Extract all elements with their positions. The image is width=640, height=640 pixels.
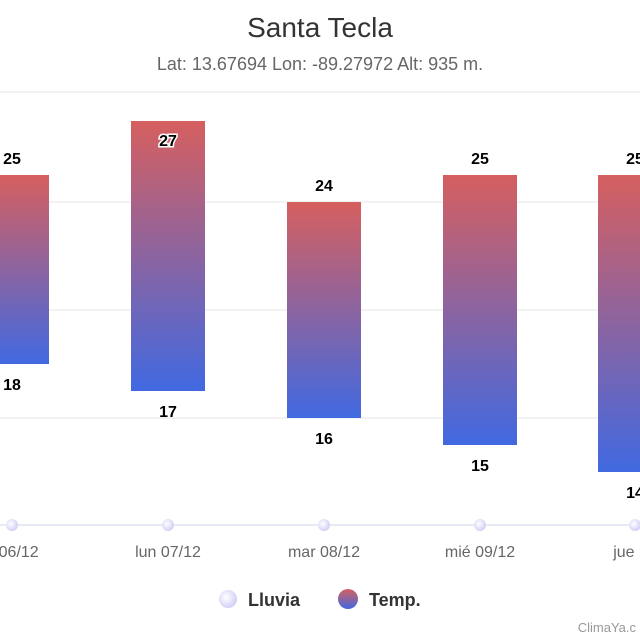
rain-points bbox=[6, 519, 640, 531]
chart-title: Santa Tecla bbox=[247, 12, 393, 43]
temp-max-label: 24 bbox=[315, 178, 333, 195]
temp-min-label: 18 bbox=[3, 377, 21, 394]
legend-temp-marker bbox=[338, 589, 358, 609]
x-axis-ticks: n 06/12 lun 07/12 mar 08/12 mié 09/12 jue 10 bbox=[0, 544, 640, 561]
bars-group: 25 18 27 17 24 16 25 15 25 14 bbox=[0, 121, 640, 502]
temp-min-label: 14 bbox=[626, 485, 640, 502]
rain-point[interactable] bbox=[474, 519, 486, 531]
rain-point[interactable] bbox=[318, 519, 330, 531]
temp-bar[interactable] bbox=[598, 175, 640, 472]
temp-bar[interactable] bbox=[287, 202, 361, 418]
legend-lluvia-marker bbox=[219, 590, 237, 608]
x-tick-label: lun 07/12 bbox=[135, 544, 201, 561]
rain-point[interactable] bbox=[6, 519, 18, 531]
chart-subtitle: Lat: 13.67694 Lon: -89.27972 Alt: 935 m. bbox=[157, 54, 483, 74]
legend: Lluvia Temp. bbox=[219, 589, 421, 610]
x-tick-label: mar 08/12 bbox=[288, 544, 360, 561]
temp-max-label: 27 bbox=[159, 133, 177, 150]
temp-max-label: 25 bbox=[471, 151, 489, 168]
credit-link[interactable]: ClimaYa.c bbox=[578, 620, 637, 635]
legend-lluvia-label: Lluvia bbox=[248, 590, 301, 610]
temp-min-label: 15 bbox=[471, 458, 489, 475]
temp-min-label: 16 bbox=[315, 431, 333, 448]
temp-min-label: 17 bbox=[159, 404, 177, 421]
legend-temp-label: Temp. bbox=[369, 590, 421, 610]
x-tick-label: mié 09/12 bbox=[445, 544, 515, 561]
temp-bar[interactable] bbox=[131, 121, 205, 391]
rain-point[interactable] bbox=[162, 519, 174, 531]
x-tick-label: jue 10 bbox=[612, 544, 640, 561]
temp-bar[interactable] bbox=[443, 175, 517, 445]
legend-item-temp[interactable]: Temp. bbox=[338, 589, 421, 610]
temp-bar[interactable] bbox=[0, 175, 49, 364]
temp-max-label: 25 bbox=[626, 151, 640, 168]
legend-item-lluvia[interactable]: Lluvia bbox=[219, 590, 301, 610]
x-tick-label: n 06/12 bbox=[0, 544, 39, 561]
temp-max-label: 25 bbox=[3, 151, 21, 168]
rain-point[interactable] bbox=[629, 519, 640, 531]
